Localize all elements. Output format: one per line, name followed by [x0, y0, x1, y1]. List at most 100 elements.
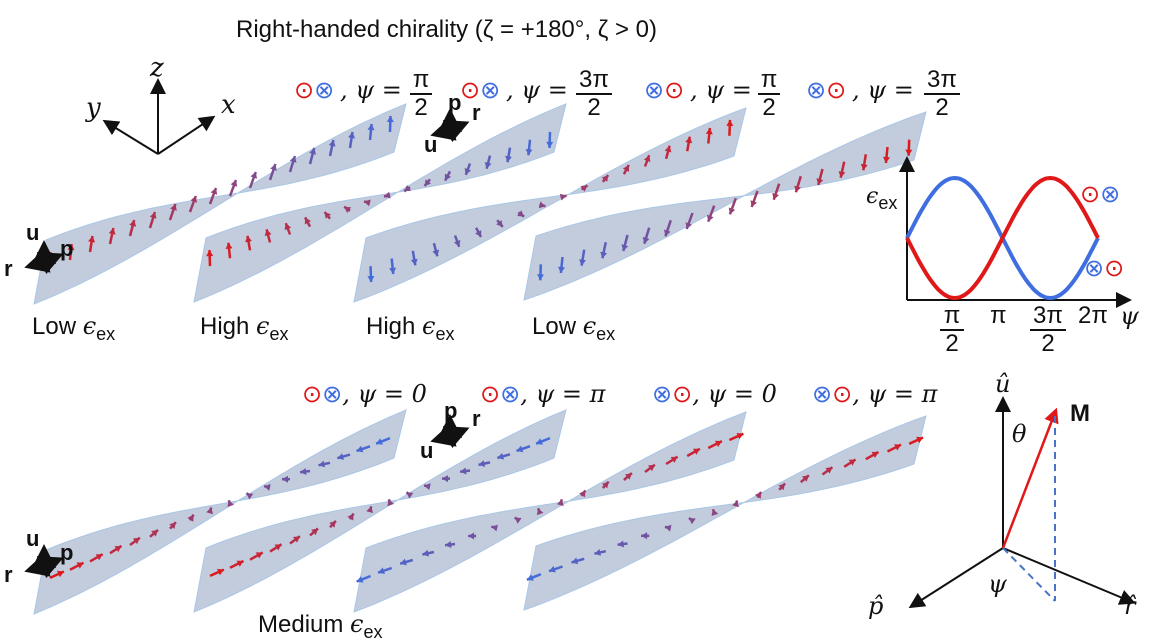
- frame-r-label-left: r: [4, 256, 13, 281]
- spin-arrowhead: [537, 274, 544, 281]
- spin-arrowhead: [685, 136, 693, 144]
- spin-arrowhead: [536, 508, 544, 516]
- spin-arrowhead: [497, 452, 504, 460]
- spin-arrowhead: [424, 483, 431, 491]
- spin-arrowhead: [664, 524, 672, 532]
- spin-arrowhead: [348, 132, 356, 139]
- spin-arrowhead: [754, 491, 762, 499]
- spin-arrowhead: [617, 540, 624, 548]
- psi-label: , ψ =: [340, 76, 402, 104]
- xtick-3pi-over-2: 3π 2: [1030, 304, 1066, 356]
- spin-arrowhead: [883, 156, 890, 163]
- local-frame: [24, 240, 64, 275]
- spin-arrowhead: [236, 560, 244, 567]
- spin-arrowhead: [711, 509, 719, 516]
- spin-arrowhead: [95, 554, 103, 561]
- spin-arrowhead: [250, 172, 257, 179]
- spin-arrowhead: [514, 517, 522, 524]
- frame-p-label-bottom: p: [444, 398, 458, 423]
- spin-arrowhead: [410, 258, 418, 266]
- spin-arrowhead: [187, 514, 194, 522]
- header-sym1: ⊙: [294, 76, 315, 104]
- spin-arrowhead: [670, 456, 678, 463]
- spin-arrowhead: [732, 500, 739, 508]
- ribbon-top-4: [523, 111, 927, 301]
- energy-label-1: Low ϵex: [32, 312, 116, 344]
- spin-arrowhead: [356, 445, 364, 453]
- spin-arrowhead: [367, 124, 375, 131]
- spin-arrowhead: [579, 259, 586, 266]
- p-hat-axis: [908, 547, 1004, 609]
- top-header-4: ⊗⊙ , ψ = 3π 2: [806, 68, 976, 120]
- ribbon-surface: [193, 103, 567, 303]
- spin-arrowhead: [76, 562, 84, 569]
- spin-arrowhead: [300, 468, 307, 475]
- spin-arrowhead: [245, 235, 252, 243]
- spin-arrowhead: [802, 475, 809, 482]
- spin-arrowhead: [643, 155, 651, 162]
- spin-arrowhead: [422, 549, 429, 557]
- spin-arrowhead: [825, 467, 833, 474]
- xyz-axes: [102, 78, 216, 155]
- spin-arrowhead: [496, 220, 503, 227]
- frame-r-label-top: r: [472, 100, 481, 125]
- frame-p-label-left: p: [60, 236, 74, 261]
- ribbon-top-3: [353, 107, 747, 303]
- spin-arrowhead: [400, 558, 407, 566]
- legend-entry-1: ⊙⊗: [1080, 180, 1121, 208]
- spin-arrowhead: [516, 445, 524, 453]
- spin-arrowhead: [274, 544, 282, 551]
- spin-arrowhead: [538, 201, 546, 209]
- bottom-header-1: ⊙⊗, ψ = 0: [302, 380, 427, 408]
- spin-arrowhead: [406, 492, 414, 499]
- spin-arrowhead: [642, 236, 650, 244]
- spin-arrowhead: [432, 249, 440, 257]
- spin-arrowhead: [478, 460, 486, 467]
- spin-arrowhead: [445, 541, 452, 548]
- xtick-pi: π: [990, 302, 1007, 329]
- spin-arrowhead: [88, 236, 96, 243]
- spin-arrowhead: [225, 242, 233, 249]
- frame-r-label-bottom: r: [472, 406, 481, 431]
- spin-arrowhead: [641, 532, 648, 540]
- spin-arrowhead: [621, 244, 629, 251]
- spin-arrowhead: [517, 210, 525, 217]
- spin-arrowhead: [705, 128, 713, 135]
- energy-plot: [899, 156, 1132, 308]
- spin-arrowhead: [424, 179, 431, 186]
- ribbon-top-2: [193, 103, 567, 303]
- spin-arrowhead: [772, 192, 779, 200]
- spin-arrowhead: [270, 164, 277, 171]
- spin-arrowhead: [264, 484, 271, 491]
- spin-arrowhead: [151, 529, 158, 537]
- spin-arrowhead: [905, 149, 913, 156]
- y-axis-label: y: [86, 93, 101, 123]
- frame-p-label-bottom-left: p: [60, 540, 74, 565]
- spin-arrowhead: [366, 506, 374, 513]
- frame-r-label-bottom-left: r: [4, 562, 13, 587]
- energy-label-medium: Medium ϵex: [258, 610, 383, 642]
- spin-arrowhead: [389, 267, 397, 274]
- spin-arrowhead: [453, 240, 461, 247]
- frame-u-label-top: u: [424, 132, 438, 157]
- plot-x-label: ψ: [1120, 302, 1139, 330]
- local-frame: [430, 414, 470, 449]
- spin-arrowhead: [525, 149, 533, 156]
- spin-arrowhead: [505, 155, 512, 163]
- spin-arrowhead: [484, 162, 492, 169]
- x-axis-label: x: [221, 90, 236, 120]
- spin-arrowhead: [347, 513, 354, 521]
- spin-arrowhead: [558, 266, 565, 273]
- spin-arrowhead: [284, 223, 292, 230]
- energy-label-3: High ϵex: [366, 312, 455, 344]
- energy-label-2: High ϵex: [200, 312, 289, 344]
- ribbon-surface: [33, 409, 407, 615]
- spin-arrowhead: [549, 565, 556, 573]
- spin-arrowhead: [664, 145, 672, 153]
- spin-arrowhead: [289, 156, 297, 163]
- r-hat-axis: [1002, 547, 1136, 605]
